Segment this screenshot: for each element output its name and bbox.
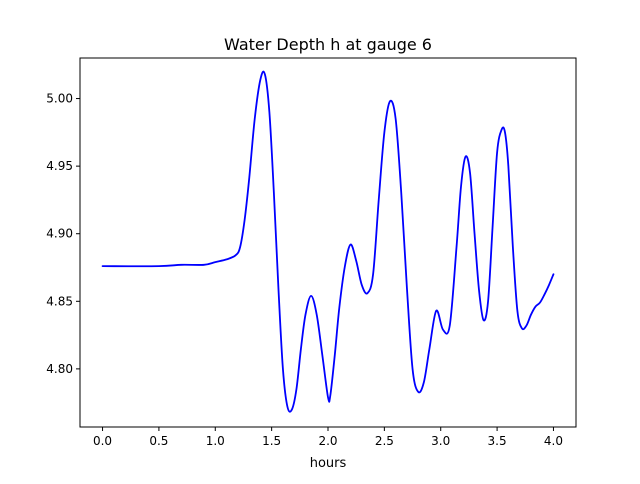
y-tick-label: 4.80 [46,362,73,376]
x-tick-label: 3.5 [488,434,507,448]
x-axis-label: hours [310,456,347,471]
series-line [101,70,555,413]
x-axis-ticks: 0.0 0.5 1.0 1.5 2.0 2.5 3.0 3.5 4.0 [93,427,563,448]
y-tick-label: 5.00 [46,92,73,106]
y-axis-ticks: 4.80 4.85 4.90 4.95 5.00 [46,92,80,376]
y-tick-label: 4.90 [46,227,73,241]
x-tick-label: 4.0 [544,434,563,448]
plot-frame [79,57,577,428]
x-tick-label: 0.5 [149,434,168,448]
chart-title: Water Depth h at gauge 6 [224,35,432,54]
x-tick-label: 1.0 [206,434,225,448]
x-tick-label: 0.0 [93,434,112,448]
x-tick-label: 2.0 [318,434,337,448]
x-tick-label: 3.0 [431,434,450,448]
y-tick-label: 4.95 [46,159,73,173]
x-tick-label: 1.5 [262,434,281,448]
y-tick-label: 4.85 [46,294,73,308]
x-tick-label: 2.5 [375,434,394,448]
